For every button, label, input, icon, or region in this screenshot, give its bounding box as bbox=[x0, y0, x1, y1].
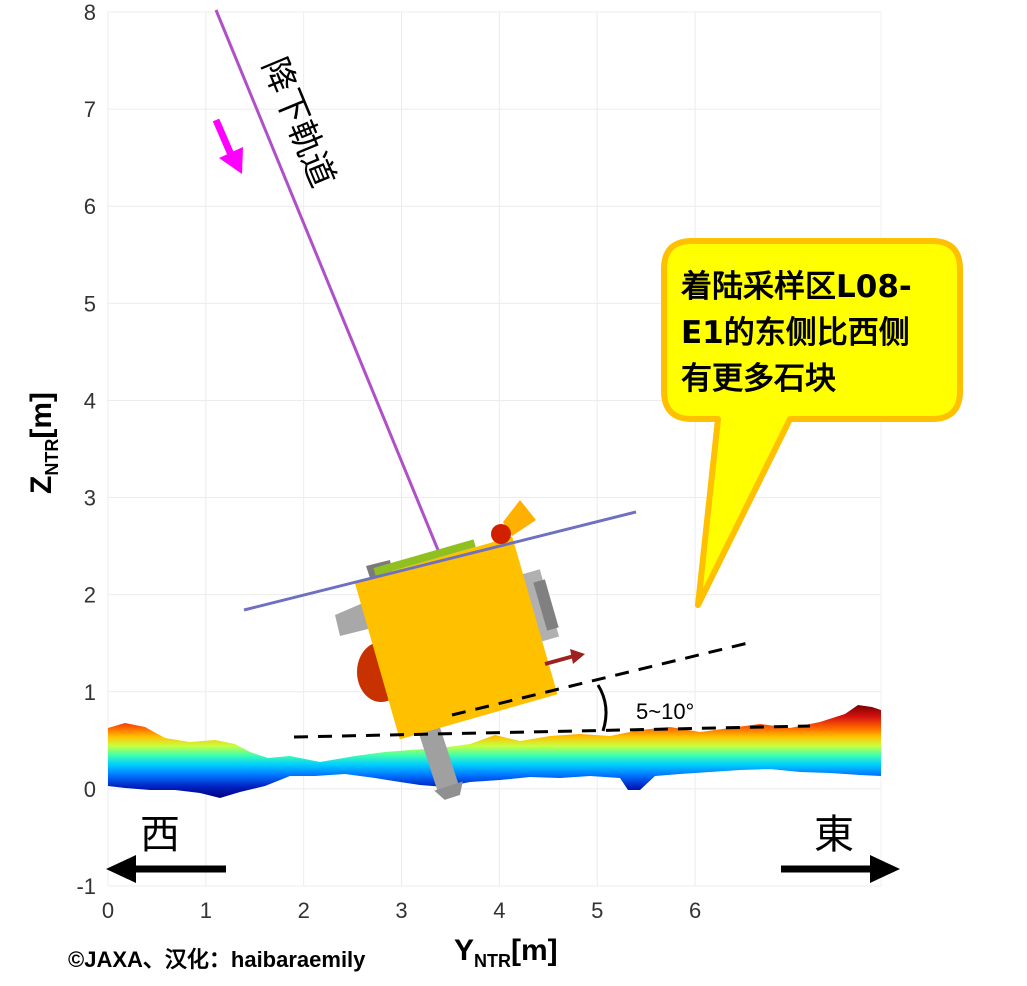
x-tick-label: 0 bbox=[102, 898, 114, 923]
callout-line-3: 有更多石块 bbox=[681, 361, 836, 397]
y-tick-label: 6 bbox=[84, 194, 96, 219]
x-tick-label: 3 bbox=[395, 898, 407, 923]
spacecraft-attitude-line bbox=[243, 510, 637, 612]
side-panel-dark bbox=[533, 579, 559, 631]
descent-orbit-line bbox=[214, 9, 440, 551]
x-tick-label: 2 bbox=[298, 898, 310, 923]
x-axis-title: YNTR[m] bbox=[454, 934, 558, 971]
terrain-profile bbox=[108, 705, 881, 798]
y-axis-ticks: -1 0 1 2 3 4 5 6 7 8 bbox=[76, 0, 96, 899]
x-tick-label: 5 bbox=[591, 898, 603, 923]
slope-angle-label: 5~10° bbox=[636, 699, 694, 724]
arrow-down-right-icon bbox=[212, 118, 243, 174]
y-tick-label: 5 bbox=[84, 291, 96, 316]
y-tick-label: 0 bbox=[84, 777, 96, 802]
x-tick-label: 4 bbox=[493, 898, 505, 923]
thrust-arrow-icon bbox=[544, 649, 585, 666]
arrow-left-icon bbox=[106, 855, 226, 883]
sampler-horn bbox=[416, 718, 463, 800]
y-tick-label: 8 bbox=[84, 0, 96, 25]
y-tick-label: 7 bbox=[84, 97, 96, 122]
high-gain-antenna bbox=[503, 500, 536, 536]
x-axis-ticks: 0 1 2 3 4 5 6 bbox=[102, 898, 701, 923]
east-label: 東 bbox=[814, 812, 854, 858]
arrow-right-icon bbox=[781, 855, 900, 883]
y-tick-label: 4 bbox=[84, 388, 96, 413]
y-tick-label: 1 bbox=[84, 680, 96, 705]
x-tick-label: 1 bbox=[200, 898, 212, 923]
spacecraft-body bbox=[354, 536, 558, 740]
svg-text:ZNTR[m]: ZNTR[m] bbox=[25, 392, 62, 494]
y-axis-title: ZNTR[m] bbox=[25, 392, 62, 494]
slope-indicator: 5~10° bbox=[293, 641, 811, 739]
x-tick-label: 6 bbox=[689, 898, 701, 923]
y-tick-label: -1 bbox=[76, 874, 96, 899]
svg-text:YNTR[m]: YNTR[m] bbox=[454, 934, 558, 971]
solar-array-edge bbox=[373, 539, 476, 576]
credit-text: ©JAXA、汉化：haibaraemily bbox=[68, 947, 366, 972]
callout-bubble: 着陆采样区L08- E1的东侧比西侧 有更多石块 bbox=[661, 238, 963, 608]
callout-line-2: E1的东侧比西侧 bbox=[681, 315, 910, 351]
target-marker bbox=[491, 524, 511, 544]
west-label: 西 bbox=[140, 812, 180, 858]
callout-line-1: 着陆采样区L08- bbox=[680, 269, 912, 305]
y-tick-label: 3 bbox=[84, 486, 96, 511]
y-tick-label: 2 bbox=[84, 583, 96, 608]
spacecraft bbox=[243, 500, 637, 800]
